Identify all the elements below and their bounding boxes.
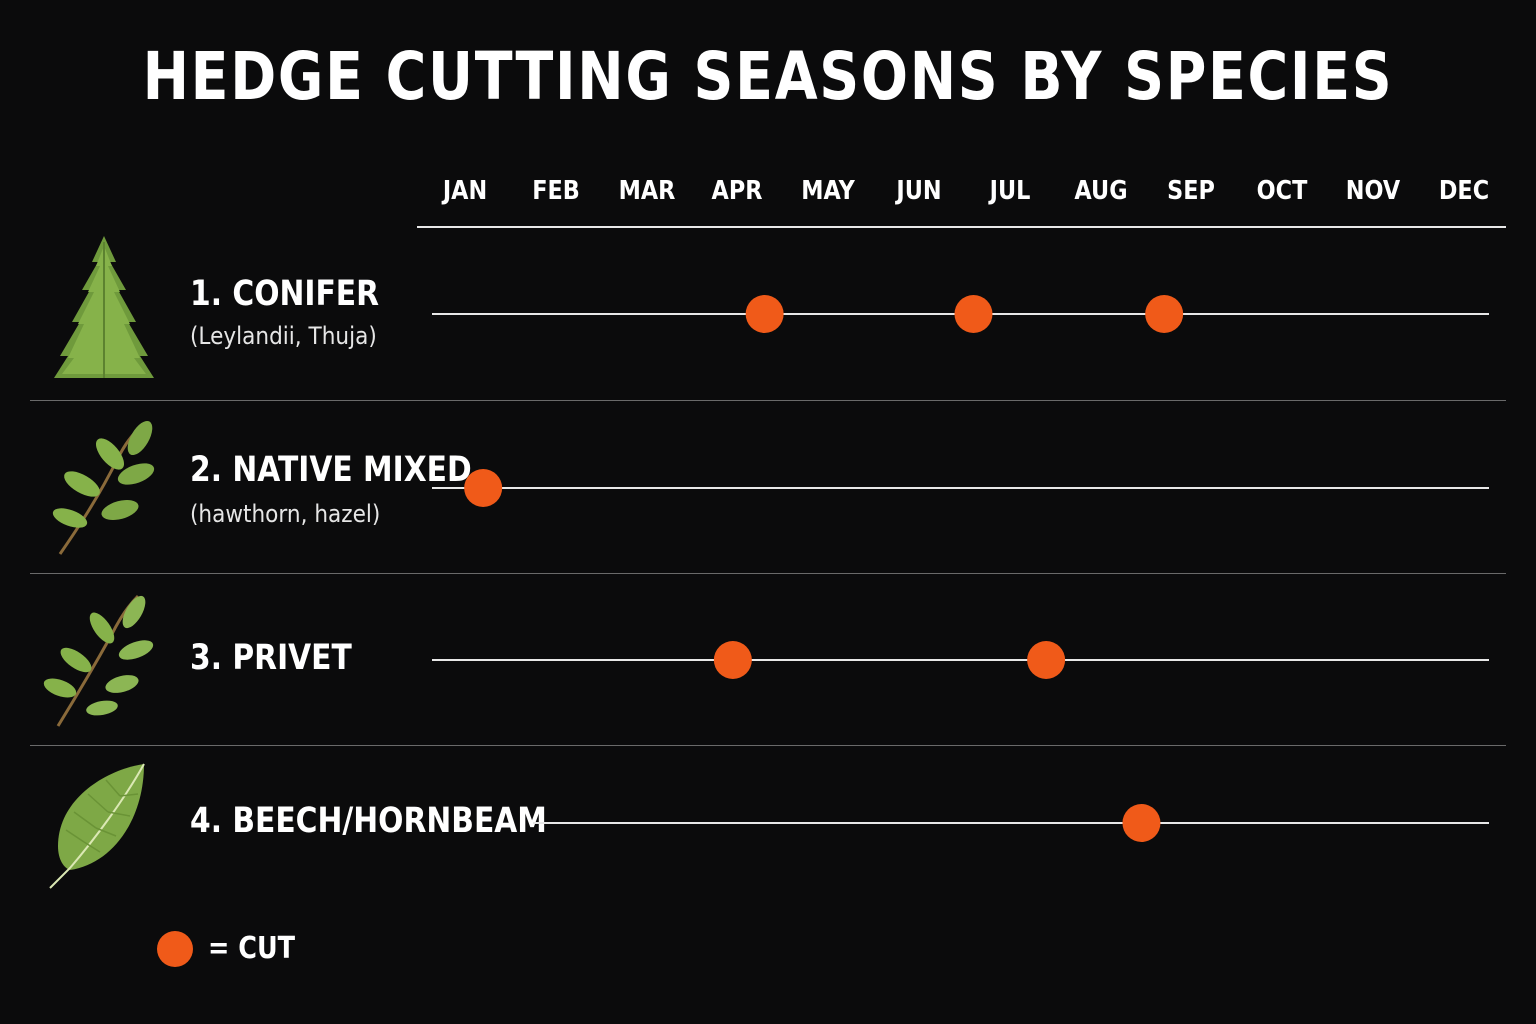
leafy-sprig-icon <box>52 420 155 555</box>
month-label-jan: JAN <box>442 176 488 206</box>
privet-sprig-icon <box>43 594 154 727</box>
row-sublabel-conifer: (Leylandii, Thuja) <box>190 322 377 350</box>
conifer-icon <box>54 236 154 378</box>
month-label-jul: JUL <box>989 176 1031 206</box>
month-label-oct: OCT <box>1256 176 1308 206</box>
cut-marker <box>954 295 993 333</box>
legend-label: = CUT <box>208 931 296 966</box>
month-label-may: MAY <box>801 176 855 206</box>
row-divider <box>30 400 1506 401</box>
cut-marker <box>1027 641 1066 679</box>
cut-marker <box>713 641 752 679</box>
month-label-dec: DEC <box>1438 176 1489 206</box>
row-divider <box>30 745 1506 746</box>
row-label-native-mixed: 2. NATIVE MIXED <box>190 450 472 490</box>
cut-marker <box>464 469 503 507</box>
row-label-privet: 3. PRIVET <box>190 638 352 678</box>
cut-marker <box>1122 804 1161 842</box>
month-label-nov: NOV <box>1345 176 1401 206</box>
row-sublabel-native-mixed: (hawthorn, hazel) <box>190 500 381 528</box>
beech-leaf-icon <box>49 763 145 889</box>
month-label-aug: AUG <box>1074 176 1128 206</box>
row-label-conifer: 1. CONIFER <box>190 274 380 314</box>
month-label-sep: SEP <box>1167 176 1216 206</box>
axis-line <box>417 226 1506 228</box>
cut-marker <box>1145 295 1184 333</box>
month-label-jun: JUN <box>896 176 942 206</box>
chart-title: HEDGE CUTTING SEASONS BY SPECIES <box>142 38 1394 115</box>
month-label-mar: MAR <box>618 176 675 206</box>
cut-marker <box>745 295 784 333</box>
legend-cut-marker <box>157 931 193 967</box>
month-label-apr: APR <box>711 176 763 206</box>
month-label-feb: FEB <box>531 176 580 206</box>
row-label-beech-hornbeam: 4. BEECH/HORNBEAM <box>190 801 547 841</box>
row-divider <box>30 573 1506 574</box>
